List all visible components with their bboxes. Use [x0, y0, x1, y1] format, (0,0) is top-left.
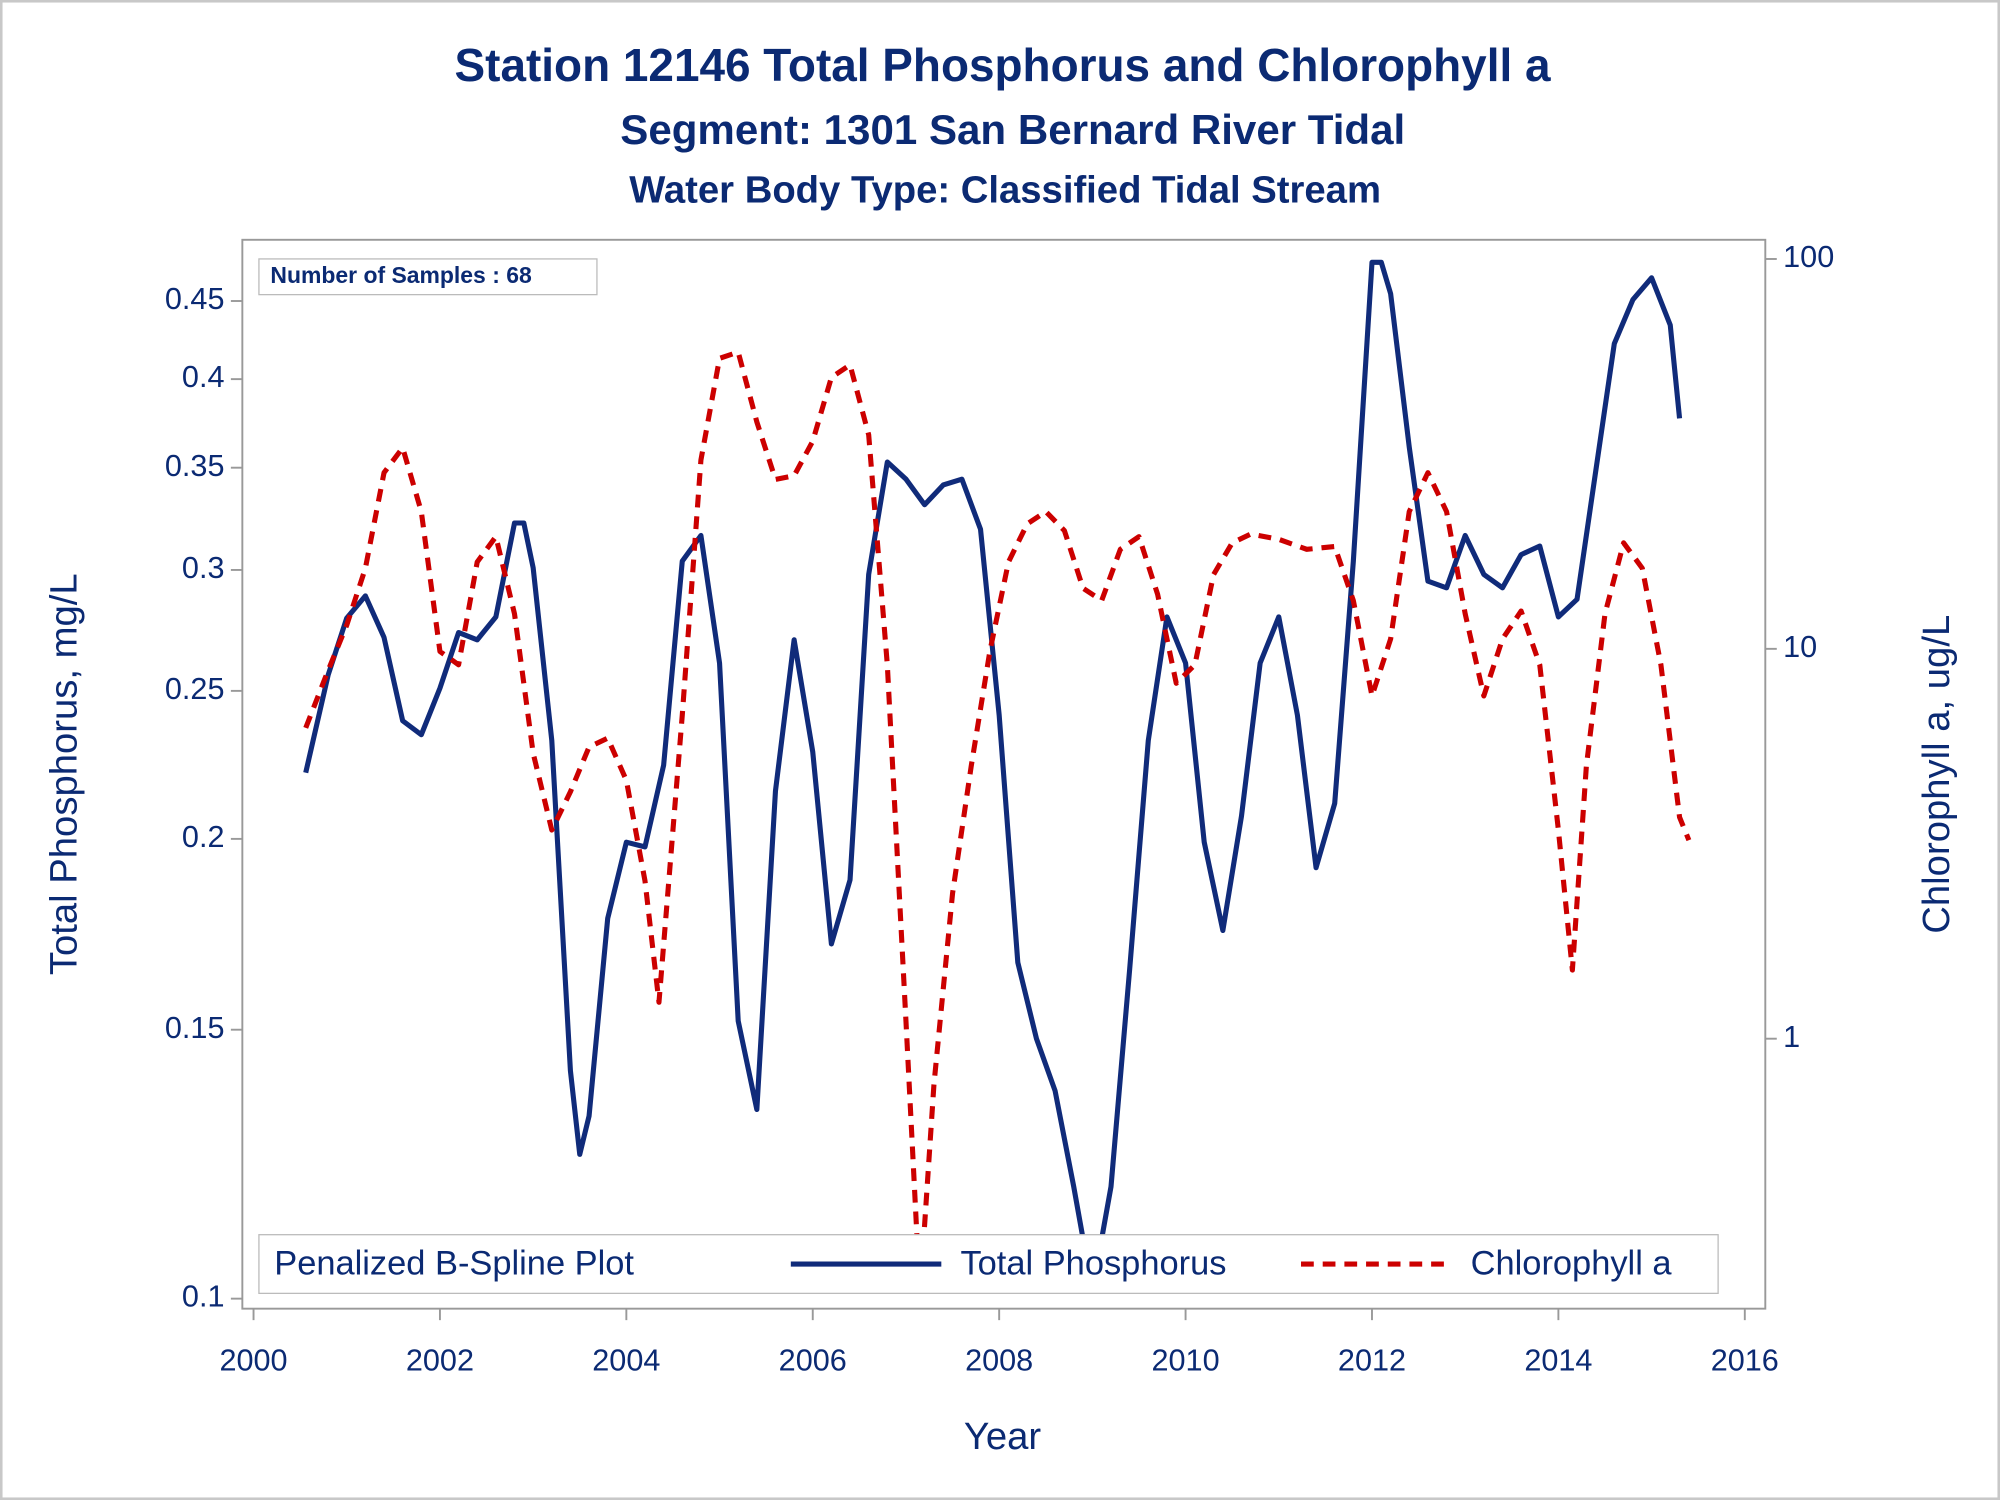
plot-frame: [241, 238, 1767, 1310]
chart-subtitle: Water Body Type: Classified Tidal Stream: [629, 169, 1381, 212]
y-tick-label: 0.45: [165, 282, 225, 316]
annotation-box: [258, 258, 598, 296]
y2-tick-label: 10: [1783, 630, 1817, 664]
y2-tick-label: 1: [1783, 1020, 1800, 1054]
legend: Total Phosphorus Chlorophyll a: [790, 1244, 1673, 1282]
legend-label: Total Phosphorus: [960, 1244, 1226, 1282]
series-line: [303, 259, 1683, 1294]
x-tick-label: 2000: [219, 1343, 287, 1377]
y-tick-label: 0.3: [182, 551, 225, 585]
x-tick-label: 2002: [406, 1343, 474, 1377]
x-tick-label: 2010: [1152, 1343, 1220, 1377]
series-line: [303, 349, 1692, 1298]
plot-area: [303, 259, 1692, 1298]
legend-box: [258, 1234, 1719, 1295]
y-tick-label: 0.1: [182, 1280, 225, 1314]
y-tick-label: 0.35: [165, 449, 225, 483]
x-axis-label: Year: [964, 1415, 1042, 1458]
y-tick-label: 0.2: [182, 820, 225, 854]
y-tick-label: 0.25: [165, 672, 225, 706]
y-axis-label: Total Phosphorus, mg/L: [42, 573, 85, 975]
legend-label: Chlorophyll a: [1471, 1244, 1673, 1282]
legend-title: Penalized B-Spline Plot: [274, 1244, 634, 1282]
y-tick-label: 0.15: [165, 1011, 225, 1045]
y2-axis-label: Chlorophyll a, ug/L: [1915, 615, 1958, 934]
chart-title: Station 12146 Total Phosphorus and Chlor…: [455, 39, 1551, 91]
annotation: Number of Samples : 68: [270, 262, 532, 288]
y2-tick-label: 100: [1783, 240, 1834, 274]
x-tick-label: 2008: [965, 1343, 1033, 1377]
x-tick-label: 2014: [1524, 1343, 1592, 1377]
x-tick-label: 2016: [1711, 1343, 1779, 1377]
x-tick-label: 2006: [779, 1343, 847, 1377]
chart-subtitle: Segment: 1301 San Bernard River Tidal: [620, 106, 1405, 153]
y-tick-label: 0.4: [182, 360, 225, 394]
x-tick-label: 2012: [1338, 1343, 1406, 1377]
x-tick-label: 2004: [592, 1343, 660, 1377]
